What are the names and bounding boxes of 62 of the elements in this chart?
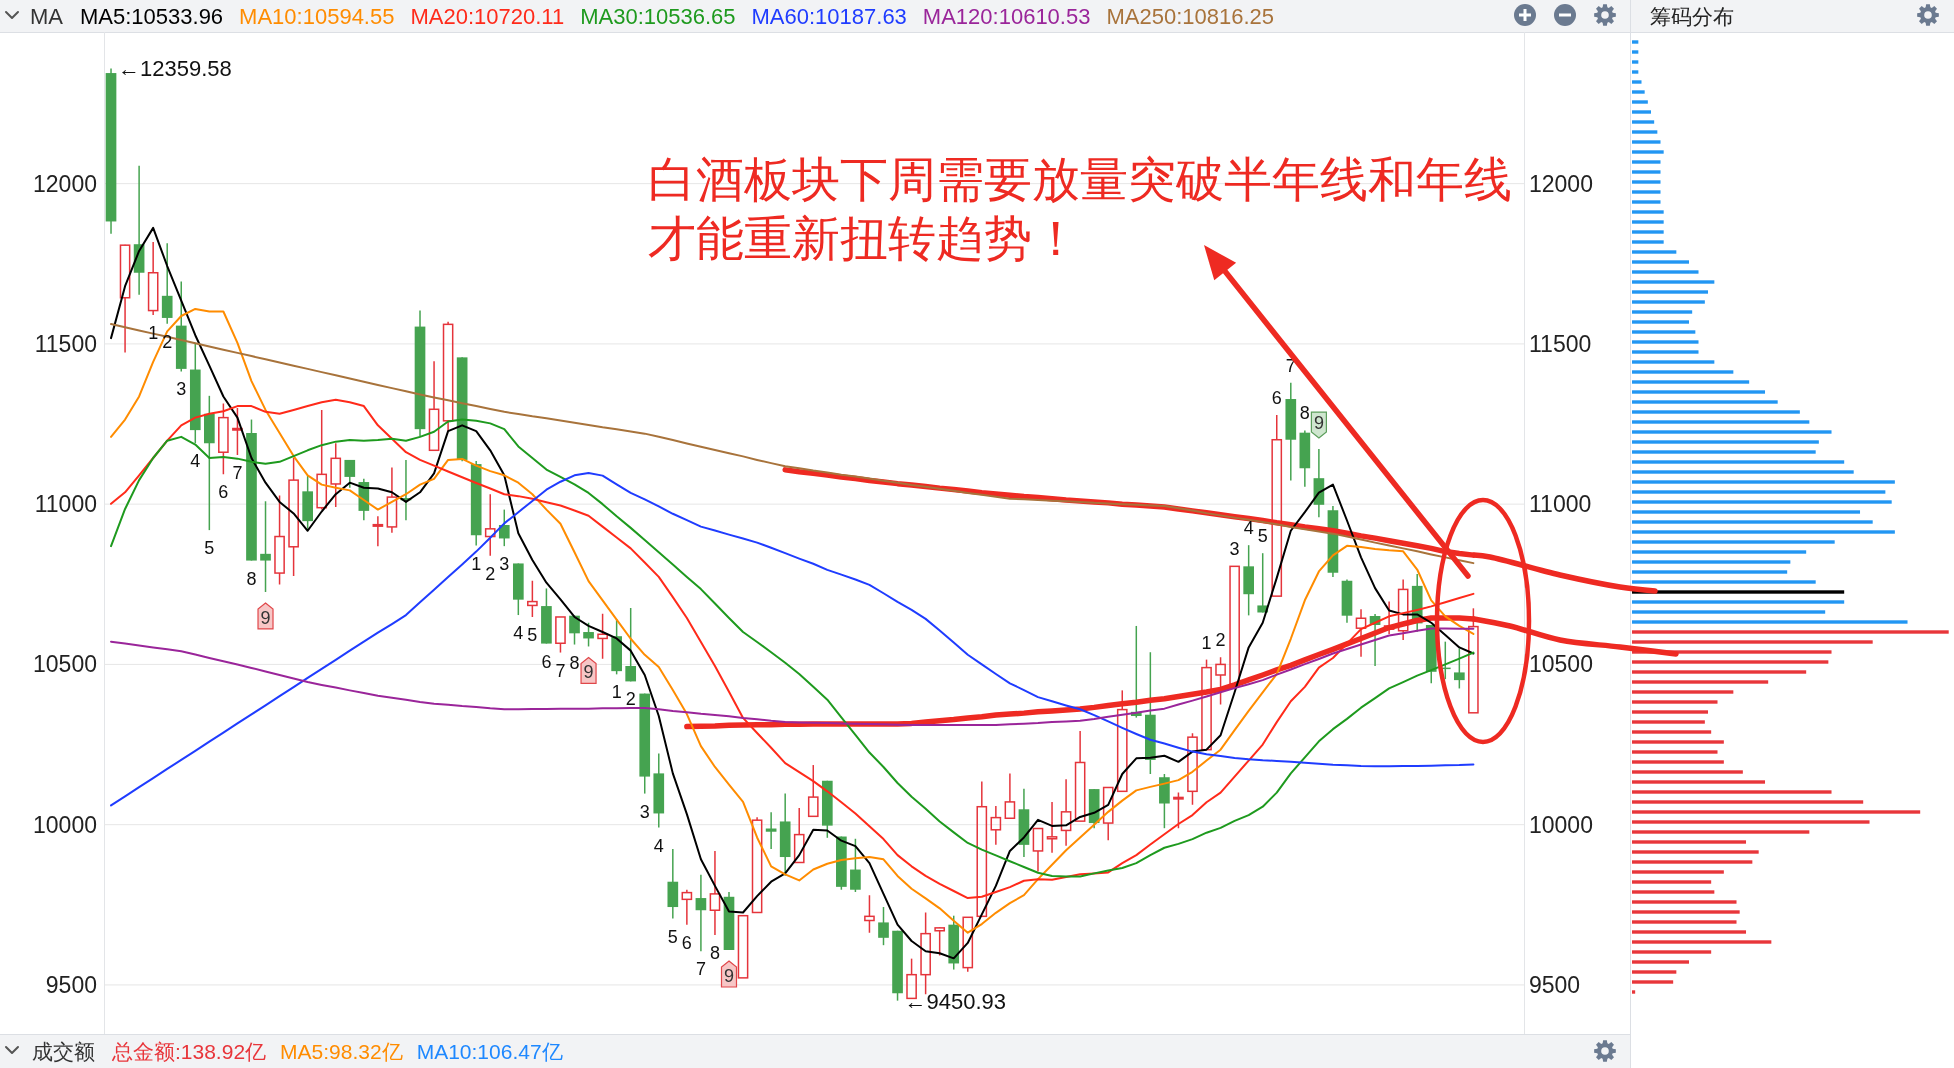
text: 4 <box>190 451 201 472</box>
text: 7 <box>555 660 566 681</box>
text: 7 <box>232 463 243 484</box>
text: 4 <box>1243 518 1254 539</box>
text: 6 <box>1271 388 1282 409</box>
y-tick-label: 10500 <box>33 651 97 678</box>
y2-tick-label: 10500 <box>1529 651 1593 678</box>
y2-tick-label: 10000 <box>1529 811 1593 838</box>
text: 9 <box>723 965 735 986</box>
text: MA20:10720.11 <box>410 3 565 29</box>
text: 8 <box>569 652 580 673</box>
annotation: ←12359.58 <box>118 55 232 81</box>
y2-tick-label: 12000 <box>1529 170 1593 197</box>
text: 5 <box>667 926 678 947</box>
y-tick-label: 11000 <box>34 491 97 518</box>
y-tick-label: 10000 <box>33 811 97 838</box>
text: 6 <box>218 482 229 503</box>
text: 2 <box>1215 630 1226 651</box>
text: MA120:10610.53 <box>922 3 1091 29</box>
text: MA250:10816.25 <box>1106 3 1275 29</box>
text: 4 <box>513 623 524 644</box>
text: 9 <box>260 607 271 628</box>
text: 6 <box>541 651 552 672</box>
text: 3 <box>1229 539 1240 560</box>
annotation: ←9450.93 <box>904 988 1007 1014</box>
text: 2 <box>625 689 636 710</box>
text: MA10:10594.55 <box>239 3 395 29</box>
text: 8 <box>709 942 720 963</box>
y2-tick-label: 11000 <box>1529 491 1592 518</box>
text: 5 <box>527 624 538 645</box>
text: 2 <box>162 331 173 352</box>
text: MA5:10533.96 <box>80 3 224 29</box>
text: 总金额:138.92亿 <box>111 1039 267 1063</box>
legend-title: MA <box>30 3 64 29</box>
text: MA60:10187.63 <box>751 3 907 29</box>
text: 7 <box>695 959 706 980</box>
text: 3 <box>176 379 187 400</box>
text: 8 <box>1299 403 1310 424</box>
y2-tick-label: 9500 <box>1529 971 1581 998</box>
text: MA30:10536.65 <box>580 3 736 29</box>
y-tick-label: 12000 <box>33 170 97 197</box>
text: 1 <box>1201 632 1212 653</box>
text: 8 <box>246 568 257 589</box>
text: 6 <box>681 932 692 953</box>
text: 5 <box>1257 526 1268 547</box>
chart-title: 筹码分布 <box>1650 4 1734 28</box>
y-tick-label: 11500 <box>34 330 97 357</box>
text: MA10:106.47亿 <box>416 1039 563 1063</box>
text: 1 <box>611 682 622 703</box>
text: 2 <box>485 563 496 584</box>
text: 成交额 <box>32 1039 95 1063</box>
text: 4 <box>653 835 664 856</box>
text: 3 <box>499 554 510 575</box>
text: 1 <box>471 553 482 574</box>
text: 9 <box>583 662 594 683</box>
y-tick-label: 9500 <box>45 971 97 998</box>
text: MA5:98.32亿 <box>280 1039 403 1063</box>
annotation: 白酒板块下周需要放量突破半年线和年线才能重新扭转趋势！ <box>648 153 1512 265</box>
y2-tick-label: 11500 <box>1529 330 1592 357</box>
text: 9 <box>1313 413 1324 434</box>
text: 5 <box>204 538 215 559</box>
text: 3 <box>639 801 650 822</box>
